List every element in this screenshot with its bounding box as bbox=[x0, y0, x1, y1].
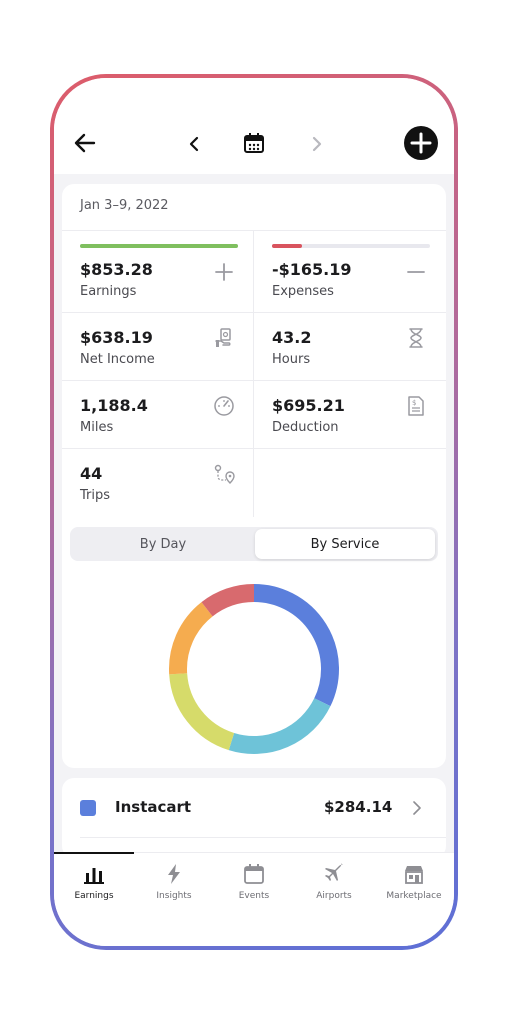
lightning-icon bbox=[168, 864, 180, 884]
earnings-value: $853.28 bbox=[80, 260, 153, 279]
stats-grid: $853.28 Earnings -$165.19 Expenses bbox=[62, 231, 446, 517]
donut-slice-0[interactable] bbox=[253, 584, 339, 707]
tab-label: Insights bbox=[156, 891, 192, 901]
donut-slice-1[interactable] bbox=[228, 697, 331, 754]
trips-label: Trips bbox=[80, 488, 111, 503]
service-donut-chart[interactable] bbox=[162, 577, 346, 761]
expenses-progress-fill bbox=[272, 244, 303, 248]
chevron-left-icon[interactable] bbox=[187, 136, 201, 152]
hours-label: Hours bbox=[272, 352, 311, 367]
divider bbox=[62, 230, 446, 231]
phone-frame: Jan 3–9, 2022 $853.28 Earnings bbox=[50, 74, 458, 950]
by-service-tab[interactable]: By Service bbox=[255, 529, 435, 559]
receipt-icon: $ bbox=[408, 396, 424, 416]
active-tab-indicator bbox=[54, 852, 134, 854]
date-range: Jan 3–9, 2022 bbox=[80, 198, 169, 213]
net-income-label: Net Income bbox=[80, 352, 155, 367]
tab-label: Marketplace bbox=[386, 891, 442, 901]
storefront-icon bbox=[405, 866, 423, 884]
bar-chart-icon bbox=[84, 868, 104, 884]
earnings-label: Earnings bbox=[80, 284, 137, 299]
svg-text:$: $ bbox=[412, 399, 416, 407]
calendar-icon[interactable] bbox=[243, 132, 265, 154]
route-pin-icon bbox=[214, 464, 235, 484]
hourglass-icon bbox=[409, 328, 423, 348]
deduction-cell[interactable]: $695.21 Deduction $ bbox=[254, 381, 446, 449]
donut-slice-3[interactable] bbox=[169, 602, 213, 675]
tab-label: Earnings bbox=[74, 891, 114, 901]
add-button[interactable] bbox=[404, 126, 438, 160]
net-income-cell[interactable]: $638.19 Net Income bbox=[62, 313, 254, 381]
miles-value: 1,188.4 bbox=[80, 396, 148, 415]
service-amount: $284.14 bbox=[324, 798, 393, 816]
speedometer-icon bbox=[214, 396, 234, 416]
summary-card: Jan 3–9, 2022 $853.28 Earnings bbox=[62, 184, 446, 768]
bottom-tab-bar: Earnings Insights Events bbox=[54, 852, 454, 946]
trips-cell[interactable]: 44 Trips bbox=[62, 449, 254, 517]
tab-events[interactable]: Events bbox=[214, 863, 294, 923]
tab-earnings[interactable]: Earnings bbox=[54, 863, 134, 923]
trips-value: 44 bbox=[80, 464, 103, 483]
plus-icon bbox=[410, 132, 432, 154]
expenses-label: Expenses bbox=[272, 284, 334, 299]
tab-label: Events bbox=[238, 891, 270, 901]
hours-value: 43.2 bbox=[272, 328, 312, 347]
divider bbox=[62, 448, 446, 449]
tab-airports[interactable]: Airports bbox=[294, 863, 374, 923]
expenses-cell[interactable]: -$165.19 Expenses bbox=[254, 231, 446, 312]
divider bbox=[253, 231, 254, 517]
service-list: Instacart $284.14 bbox=[62, 778, 446, 852]
tab-insights[interactable]: Insights bbox=[134, 863, 214, 923]
earnings-progress-bar bbox=[80, 244, 238, 248]
divider bbox=[62, 312, 446, 313]
deduction-label: Deduction bbox=[272, 420, 339, 435]
top-bar bbox=[54, 78, 454, 174]
expenses-value: -$165.19 bbox=[272, 260, 352, 279]
net-income-value: $638.19 bbox=[80, 328, 153, 347]
tab-marketplace[interactable]: Marketplace bbox=[374, 863, 454, 923]
minus-icon[interactable] bbox=[406, 262, 426, 282]
arrow-left-icon[interactable] bbox=[72, 130, 98, 156]
hours-cell[interactable]: 43.2 Hours bbox=[254, 313, 446, 381]
divider bbox=[62, 380, 446, 381]
calendar-icon bbox=[244, 864, 264, 884]
service-name: Instacart bbox=[115, 798, 192, 816]
earnings-progress-fill bbox=[80, 244, 238, 248]
miles-cell[interactable]: 1,188.4 Miles bbox=[62, 381, 254, 449]
content-area[interactable]: Jan 3–9, 2022 $853.28 Earnings bbox=[54, 174, 454, 852]
view-toggle: By Day By Service bbox=[70, 527, 438, 561]
plus-icon[interactable] bbox=[214, 262, 234, 282]
chevron-right-icon[interactable] bbox=[412, 801, 422, 815]
divider bbox=[80, 837, 446, 838]
miles-label: Miles bbox=[80, 420, 114, 435]
donut-slice-4[interactable] bbox=[201, 584, 255, 617]
service-color-swatch bbox=[80, 800, 96, 816]
airplane-icon bbox=[325, 863, 343, 881]
deduction-value: $695.21 bbox=[272, 396, 345, 415]
app-screen: Jan 3–9, 2022 $853.28 Earnings bbox=[54, 78, 454, 946]
tab-label: Airports bbox=[316, 891, 352, 901]
earnings-cell[interactable]: $853.28 Earnings bbox=[62, 231, 254, 312]
cash-hand-icon bbox=[215, 328, 231, 347]
by-day-tab[interactable]: By Day bbox=[139, 536, 187, 552]
expenses-progress-bar bbox=[272, 244, 430, 248]
chevron-right-icon[interactable] bbox=[310, 136, 324, 152]
donut-slice-2[interactable] bbox=[169, 672, 235, 751]
